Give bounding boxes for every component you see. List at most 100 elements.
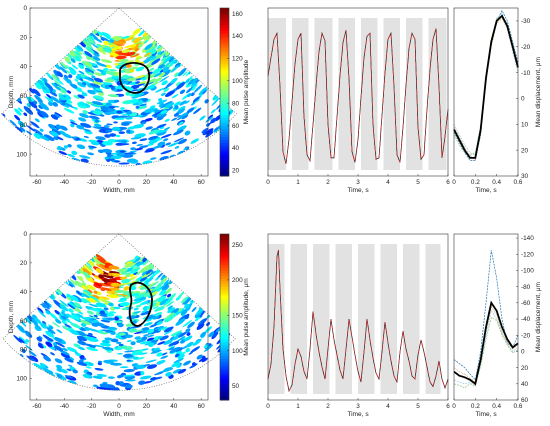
amplitude-speckle [160, 109, 168, 115]
amplitude-speckle [73, 343, 81, 348]
amplitude-speckle [126, 340, 132, 342]
amplitude-speckle [111, 278, 117, 282]
amplitude-speckle [56, 71, 63, 78]
amplitude-speckle [99, 314, 108, 318]
shaded-interval [428, 18, 447, 170]
y-tick-label: 60 [20, 93, 28, 100]
amplitude-speckle [167, 305, 173, 310]
colorbar-segment [220, 66, 229, 71]
amplitude-speckle [33, 362, 43, 370]
amplitude-speckle [145, 269, 153, 275]
amplitude-speckle [34, 94, 43, 103]
amplitude-speckle [138, 291, 147, 295]
amplitude-speckle [181, 296, 188, 304]
amplitude-speckle [173, 112, 179, 117]
amplitude-speckle [82, 271, 91, 279]
amplitude-speckle [109, 133, 117, 137]
amplitude-speckle [115, 55, 127, 60]
shaded-interval [380, 244, 397, 394]
x-tick-label: -20 [87, 179, 97, 186]
amplitude-speckle [143, 291, 152, 298]
amplitude-speckle [56, 329, 63, 334]
amplitude-speckle [152, 56, 157, 60]
amplitude-speckle [82, 110, 89, 114]
amplitude-speckle [191, 86, 196, 91]
colorbar-segment [220, 55, 229, 59]
shaded-interval [292, 18, 309, 170]
amplitude-speckle [163, 127, 171, 131]
amplitude-speckle [140, 371, 145, 376]
amplitude-speckle [53, 82, 58, 87]
colorbar-segment [220, 117, 229, 121]
colorbar-tick-label: 40 [232, 145, 240, 152]
amplitude-speckle [33, 133, 41, 139]
amplitude-speckle [85, 305, 92, 310]
amplitude-speckle [70, 123, 75, 128]
amplitude-speckle [193, 84, 203, 93]
amplitude-speckle [164, 298, 174, 305]
amplitude-speckle [97, 31, 103, 36]
amplitude-speckle [93, 123, 102, 128]
amplitude-speckle [88, 318, 94, 322]
amplitude-speckle [55, 341, 65, 348]
amplitude-speckle [74, 45, 81, 53]
amplitude-speckle [184, 100, 190, 104]
amplitude-speckle [130, 159, 139, 164]
colorbar-segment [220, 69, 229, 73]
colorbar-tick-label: 200 [232, 277, 243, 284]
x-tick-label: 40 [170, 403, 178, 410]
amplitude-speckle [141, 310, 148, 313]
colorbar-segment [220, 380, 229, 384]
amplitude-speckle [77, 340, 87, 346]
amplitude-speckle [203, 344, 214, 352]
amplitude-speckle [53, 345, 64, 352]
amplitude-speckle [45, 330, 55, 338]
amplitude-speckle [169, 346, 181, 354]
amplitude-speckle [110, 282, 121, 287]
amplitude-speckle [134, 293, 146, 299]
amplitude-speckle [81, 39, 91, 48]
amplitude-speckle [94, 110, 104, 114]
amplitude-speckle [99, 342, 112, 347]
amplitude-speckle [13, 334, 23, 344]
amplitude-speckle [70, 295, 79, 302]
amplitude-speckle [26, 96, 33, 103]
amplitude-speckle [182, 319, 192, 328]
amplitude-speckle [177, 150, 186, 156]
amplitude-speckle [29, 355, 39, 363]
amplitude-speckle [114, 289, 126, 294]
amplitude-speckle [63, 74, 69, 79]
amplitude-speckle [114, 46, 123, 50]
amplitude-speckle [49, 312, 58, 320]
amplitude-speckle [139, 138, 148, 142]
y-tick-label: 0 [521, 349, 525, 356]
amplitude-speckle [130, 136, 142, 140]
amplitude-speckle [138, 380, 146, 385]
colorbar-segment [220, 269, 229, 274]
amplitude-speckle [143, 334, 149, 337]
amplitude-speckle [174, 105, 179, 110]
amplitude-speckle [187, 321, 195, 329]
amplitude-speckle [164, 287, 173, 295]
amplitude-speckle [61, 309, 66, 313]
colorbar-segment [220, 145, 229, 149]
amplitude-speckle [69, 278, 78, 286]
amplitude-speckle [162, 367, 173, 372]
amplitude-speckle [171, 117, 178, 121]
colorbar-segment [220, 358, 229, 362]
amplitude-speckle [121, 139, 127, 144]
colorbar-segment [220, 159, 229, 163]
colorbar-segment [220, 292, 229, 296]
amplitude-speckle [33, 322, 42, 331]
amplitude-speckle [88, 362, 93, 365]
amplitude-speckle [145, 49, 151, 53]
y-tick-label: 40 [20, 64, 28, 71]
amplitude-speckle [163, 138, 169, 142]
colorbar-segment [220, 239, 229, 243]
amplitude-speckle [52, 60, 61, 70]
amplitude-speckle [186, 107, 195, 114]
colorbar-segment [220, 153, 229, 157]
colorbar-segment [220, 24, 229, 29]
amplitude-speckle [114, 320, 123, 324]
shaded-interval [335, 244, 352, 394]
